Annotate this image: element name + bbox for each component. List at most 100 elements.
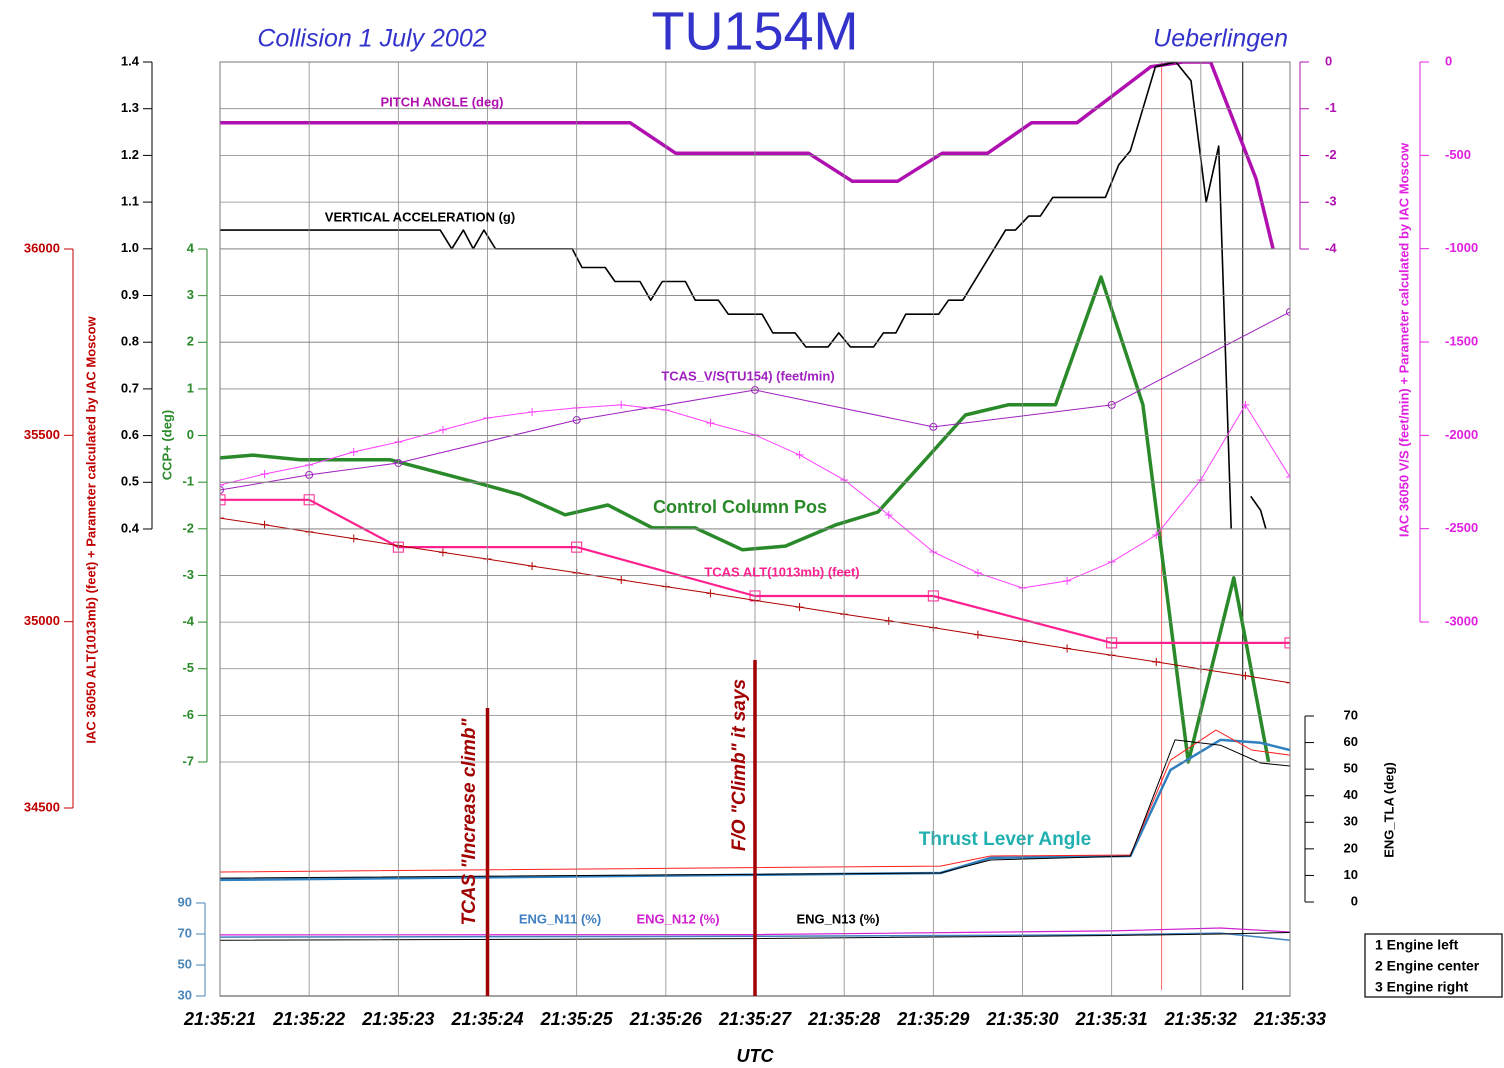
axis-tick-label: 36000 [24,240,60,255]
axis-tick-label: 60 [1344,734,1358,749]
series-label: ENG_N11 (%) [519,911,601,926]
axis-tick-label: 50 [1344,761,1358,776]
axis-tick-label: -3 [182,567,194,582]
point-marker [349,534,358,543]
series-line [220,739,1290,879]
point-marker [1063,576,1072,585]
x-tick-label: 21:35:27 [718,1009,792,1029]
tla-title: Thrust Lever Angle [919,829,1091,850]
engine-legend-box [1364,933,1503,998]
axis-tick-label: 0.7 [121,380,139,395]
axis-tick-label: 1.4 [121,53,140,68]
series-line [220,62,1275,250]
axis-tick-label: -2500 [1445,520,1478,535]
point-marker [528,408,537,416]
point-marker [973,630,982,639]
axis-label: CCP+ (deg) [159,410,174,480]
annotation-text: TCAS "Increase climb" [459,717,480,925]
axis-tick-label: -500 [1445,147,1471,162]
axis-tick-label: -6 [182,707,194,722]
legend-entry: 3 Engine right [1375,979,1469,995]
x-tick-label: 21:35:26 [629,1009,703,1029]
point-marker [884,616,893,625]
x-tick-label: 21:35:23 [361,1009,434,1029]
point-marker [795,450,804,459]
x-tick-label: 21:35:24 [450,1009,523,1029]
axis-tick-label: 1 [187,380,194,395]
point-marker [1286,472,1290,481]
point-marker [438,425,447,434]
point-marker [617,575,626,584]
axis-tick-label: 0 [187,427,194,442]
axis-tick-label: 20 [1344,840,1358,855]
point-marker [617,400,626,409]
axis-tick-label: 4 [187,240,195,255]
point-marker [220,486,224,495]
series-label: VERTICAL ACCELERATION (g) [325,209,515,224]
x-tick-label: 21:35:25 [540,1009,614,1029]
axis-tick-label: 2 [187,334,194,349]
axis-tick-label: 0 [1351,893,1358,908]
axis-tick-label: 1.2 [121,147,139,162]
axis-tick-label: 0.9 [121,287,139,302]
axis-tick-label: 0 [1445,53,1452,68]
axis-tick-label: 10 [1344,867,1358,882]
subtitle-right: Ueberlingen [1153,25,1288,53]
x-tick-label: 21:35:29 [896,1009,969,1029]
axis-tick-label: 1.0 [121,240,139,255]
axis-tick-label: -5 [182,660,194,675]
axis-tick-label: 34500 [24,799,60,814]
point-marker [1063,644,1072,653]
axis-tick-label: 90 [178,894,192,909]
axis-tick-label: -1 [1325,100,1337,115]
x-tick-label: 21:35:32 [1164,1009,1237,1029]
x-tick-label: 21:35:30 [985,1009,1058,1029]
axis-tick-label: 70 [1344,707,1358,722]
axis-tick-label: 3 [187,287,194,302]
axis-tick-label: 50 [178,956,192,971]
series-label: Control Column Pos [653,497,827,517]
x-tick-label: 21:35:22 [272,1009,345,1029]
point-marker [795,603,804,612]
point-marker [1284,637,1290,649]
point-marker [220,480,224,489]
annotation-text: F/O "Climb" it says [729,679,750,851]
axis-tick-label: -2 [1325,147,1337,162]
axis-tick-label: 70 [178,925,192,940]
axis-tick-label: -1500 [1445,333,1478,348]
point-marker [1152,657,1161,666]
series-line [220,275,1271,764]
legend-entry: 2 Engine center [1375,958,1480,974]
point-marker [1286,678,1290,687]
point-marker [706,419,715,428]
x-tick-label: 21:35:33 [1253,1009,1326,1029]
axis-tick-label: 35000 [24,613,60,628]
point-marker [1286,307,1290,316]
axis-tick-label: 0 [1325,53,1332,68]
x-tick-label: 21:35:28 [807,1009,880,1029]
series-label: PITCH ANGLE (deg) [380,94,503,109]
axis-tick-label: -3000 [1445,613,1478,628]
point-marker [438,548,447,557]
axis-label: IAC 36050 ALT(1013mb) (feet) + Parameter… [83,315,98,743]
axis-tick-label: 0.4 [121,520,140,535]
axis-tick-label: 30 [1344,814,1358,829]
point-marker [706,589,715,598]
point-marker [528,562,537,571]
x-tick-label: 21:35:31 [1075,1009,1148,1029]
series-label: ENG_N13 (%) [796,911,879,926]
axis-tick-label: -1 [182,474,194,489]
axis-tick-label: 1.1 [121,194,139,209]
series-label: TCAS ALT(1013mb) (feet) [704,564,859,579]
point-marker [1241,671,1250,680]
series-label: TCAS_V/S(TU154) (feet/min) [661,368,834,383]
axis-tick-label: 0.6 [121,427,139,442]
series-label: ENG_N12 (%) [636,911,719,926]
axis-tick-label: -2000 [1445,427,1478,442]
axis-tick-label: 30 [178,987,192,1002]
axis-tick-label: -2 [182,520,194,535]
point-marker [1152,531,1161,540]
series-line [220,729,1290,873]
point-marker [349,447,358,456]
axis-label: IAC 36050 V/S (feet/min) + Parameter cal… [1396,142,1411,537]
